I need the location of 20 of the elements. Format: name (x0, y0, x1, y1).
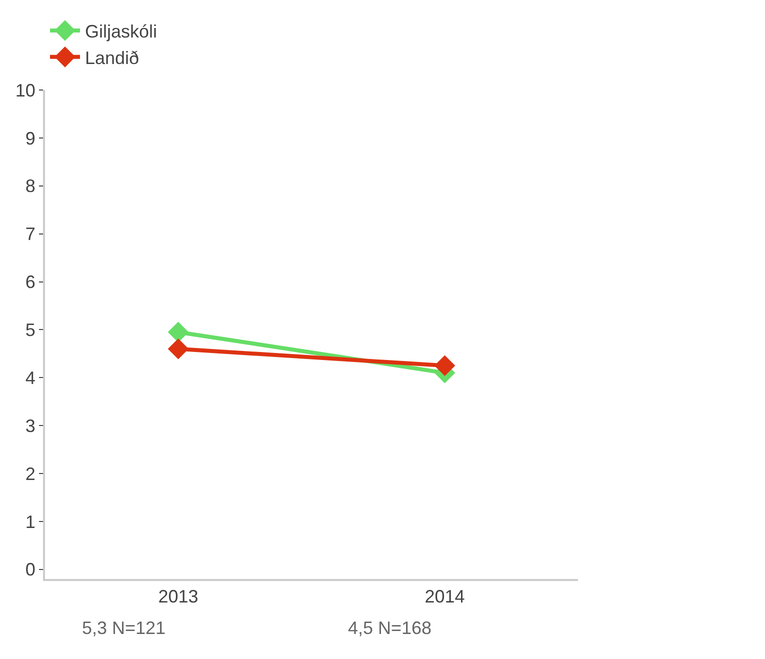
point (168, 338, 189, 360)
text: 5,3 N=121 (82, 618, 166, 638)
point (168, 322, 189, 342)
y-tick-label: 10 (15, 80, 36, 100)
y-tick-label: 8 (25, 176, 36, 196)
y-tick-label: 5 (25, 320, 36, 340)
legend-label: Landið (85, 48, 140, 68)
y-tick-label: 3 (25, 416, 36, 436)
y-tick-label: 1 (25, 512, 36, 532)
x-tick-label: 2014 (424, 586, 465, 607)
point (434, 355, 456, 376)
text: 4,5 N=168 (348, 618, 432, 638)
y-tick-label: 9 (25, 128, 36, 148)
y-tick-label: 4 (25, 368, 36, 388)
y-tick-label: 7 (25, 224, 36, 244)
y-tick-label: 0 (25, 560, 36, 580)
y-tick-label: 2 (25, 464, 36, 484)
x-tick-label: 2013 (158, 586, 198, 607)
legend-label: Giljaskóli (85, 22, 158, 42)
y-tick-label: 6 (25, 272, 36, 292)
